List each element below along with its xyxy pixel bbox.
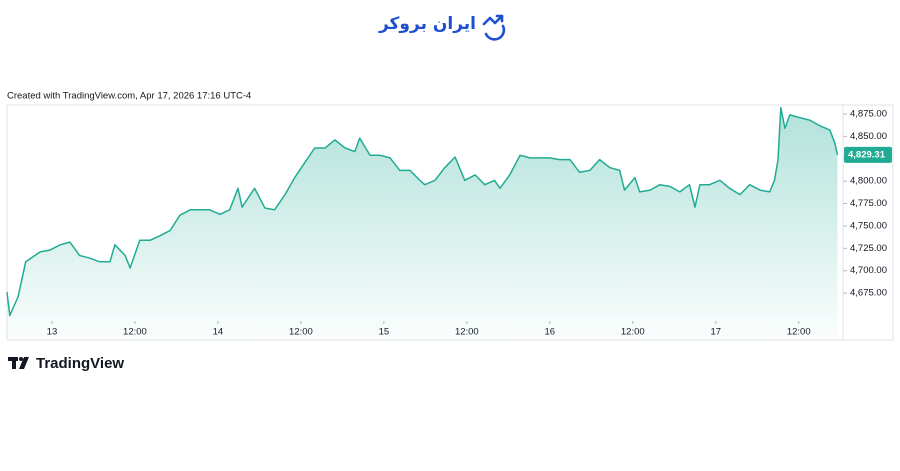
y-tick-label: 4,875.00: [850, 108, 887, 119]
price-label: 4,829.31: [848, 149, 886, 160]
y-tick-label: 4,850.00: [850, 131, 887, 142]
y-tick-label: 4,725.00: [850, 243, 887, 254]
y-tick-label: 4,775.00: [850, 198, 887, 209]
price-label-box: [844, 146, 892, 163]
created-note: Created with TradingView.com, Apr 17, 20…: [7, 91, 251, 102]
footer-brand: TradingView: [36, 355, 124, 372]
y-tick-label: 4,750.00: [850, 220, 887, 231]
area-fill: [7, 107, 838, 340]
logo: [482, 14, 506, 41]
price-line: [6, 106, 839, 317]
y-tick-label: 4,675.00: [850, 288, 887, 299]
y-tick-label: 4,800.00: [850, 176, 887, 187]
tv-logo: [8, 357, 29, 369]
y-tick-label: 4,700.00: [850, 265, 887, 276]
logo-text: ایران بروکر: [378, 14, 476, 34]
